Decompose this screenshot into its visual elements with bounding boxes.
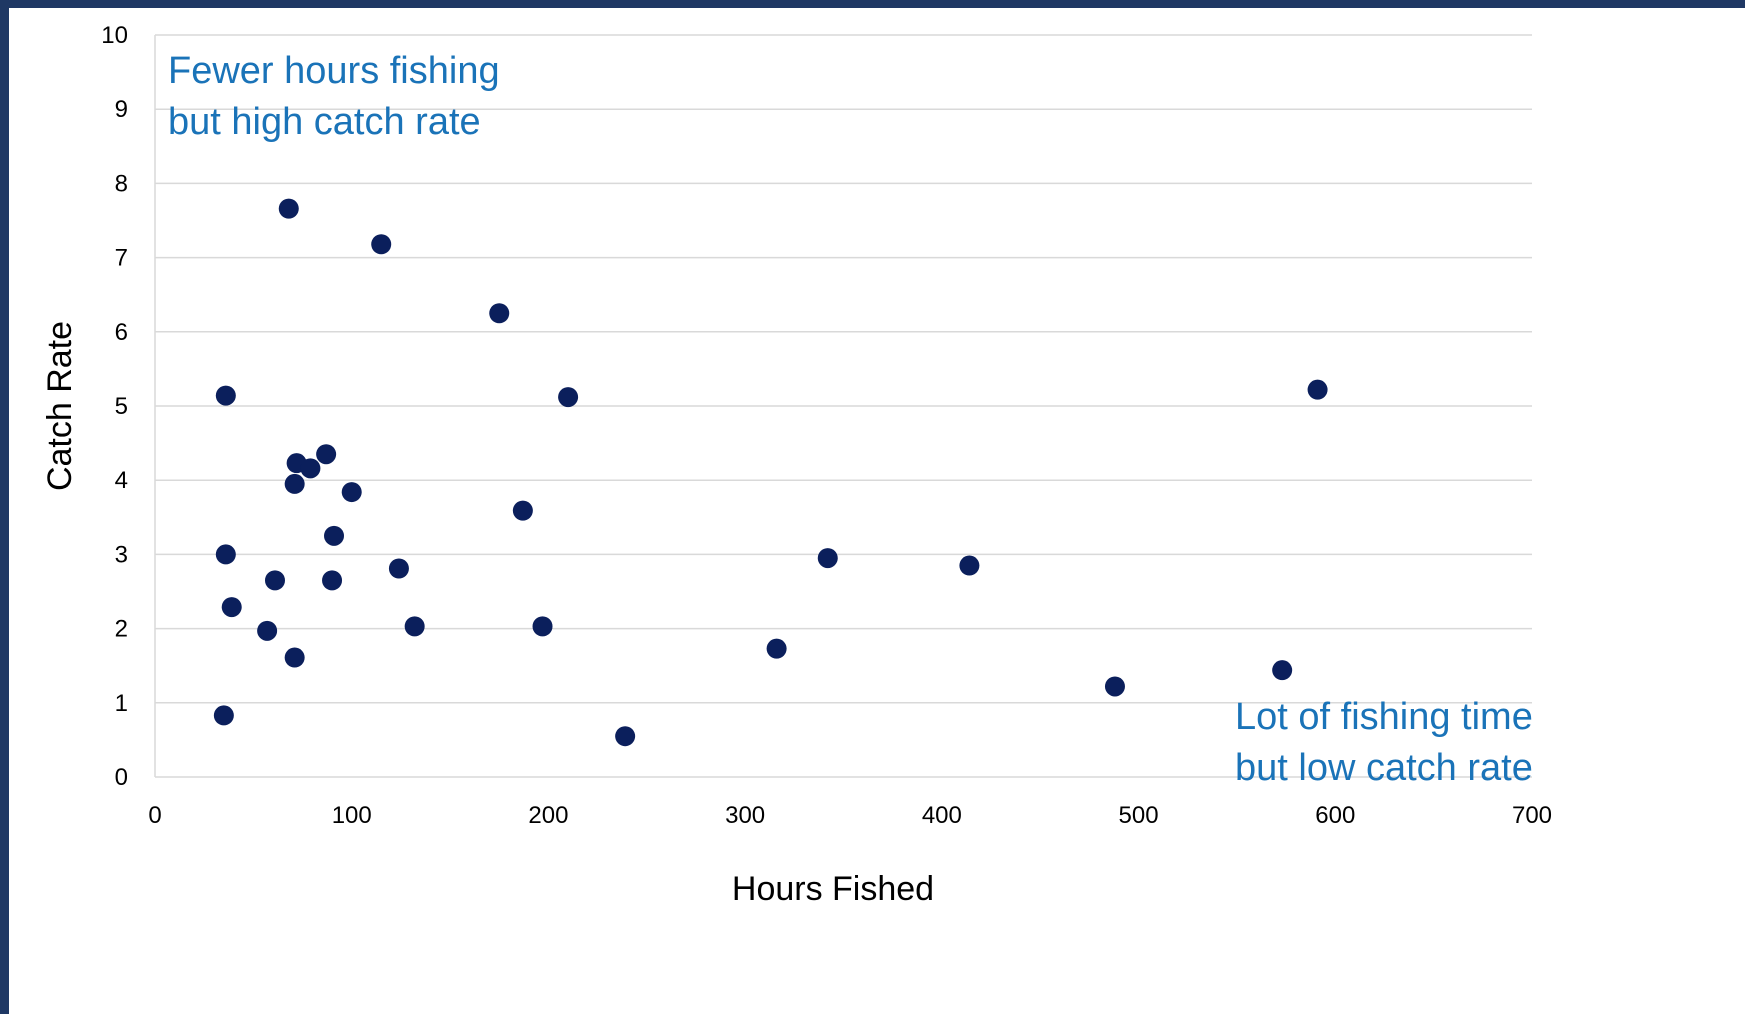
y-tick-label: 9 <box>115 96 128 123</box>
x-tick-label: 100 <box>332 802 372 829</box>
y-tick-label: 4 <box>115 467 128 494</box>
scatter-point <box>558 387 579 408</box>
scatter-point <box>512 500 533 521</box>
scatter-point <box>341 482 362 503</box>
scatter-point <box>817 548 838 569</box>
scatter-chart: 0 1 2 3 4 5 6 7 8 9 10 0 100 200 300 400 500 600 700 Catc… <box>41 22 1552 908</box>
y-tick-label: 0 <box>115 764 128 791</box>
annotation-top-left: Fewer hours fishing but high catch rate <box>168 50 500 143</box>
y-tick-label: 6 <box>115 319 128 346</box>
x-tick-label: 700 <box>1512 802 1552 829</box>
scatter-point <box>371 234 392 255</box>
annotation-top-left-line-2: but high catch rate <box>168 101 481 143</box>
annotation-bottom-right: Lot of fishing time but low catch rate <box>1235 696 1533 789</box>
data-points <box>213 198 1328 747</box>
scatter-point <box>316 444 337 465</box>
scatter-point <box>221 597 242 618</box>
scatter-point <box>388 558 409 579</box>
scatter-point <box>215 385 236 406</box>
y-axis-title: Catch Rate <box>41 321 79 491</box>
scatter-point <box>215 544 236 565</box>
x-tick-label: 500 <box>1119 802 1159 829</box>
scatter-point <box>489 303 510 324</box>
scatter-point <box>324 525 345 546</box>
scatter-point <box>300 458 321 479</box>
x-tick-label: 400 <box>922 802 962 829</box>
y-tick-labels: 0 1 2 3 4 5 6 7 8 9 10 <box>101 22 128 791</box>
y-tick-label: 8 <box>115 170 128 197</box>
scatter-point <box>322 570 343 591</box>
scatter-point <box>278 198 299 219</box>
y-tick-label: 10 <box>101 22 128 49</box>
x-tick-label: 0 <box>148 802 161 829</box>
scatter-point <box>766 638 787 659</box>
axes <box>154 35 1532 778</box>
annotation-bottom-right-line-2: but low catch rate <box>1235 747 1533 789</box>
scatter-point <box>284 473 305 494</box>
scatter-point <box>532 616 553 637</box>
x-tick-label: 300 <box>725 802 765 829</box>
scatter-point <box>1307 379 1328 400</box>
y-tick-label: 2 <box>115 616 128 643</box>
x-tick-label: 600 <box>1315 802 1355 829</box>
x-axis-title: Hours Fished <box>732 870 934 908</box>
x-tick-label: 200 <box>528 802 568 829</box>
scatter-point <box>1272 660 1293 681</box>
y-tick-label: 1 <box>115 690 128 717</box>
scatter-point <box>1104 676 1125 697</box>
scatter-point <box>615 726 636 747</box>
x-tick-labels: 0 100 200 300 400 500 600 700 <box>148 802 1552 829</box>
scatter-point <box>959 555 980 576</box>
y-tick-label: 5 <box>115 393 128 420</box>
annotation-top-left-line-1: Fewer hours fishing <box>168 50 500 92</box>
scatter-point <box>257 620 278 641</box>
scatter-point <box>284 647 305 668</box>
scatter-point <box>264 570 285 591</box>
annotation-bottom-right-line-1: Lot of fishing time <box>1235 696 1533 738</box>
scatter-point <box>404 616 425 637</box>
y-tick-label: 3 <box>115 541 128 568</box>
scatter-point <box>213 705 234 726</box>
gridlines <box>155 34 1532 704</box>
y-tick-label: 7 <box>115 245 128 272</box>
